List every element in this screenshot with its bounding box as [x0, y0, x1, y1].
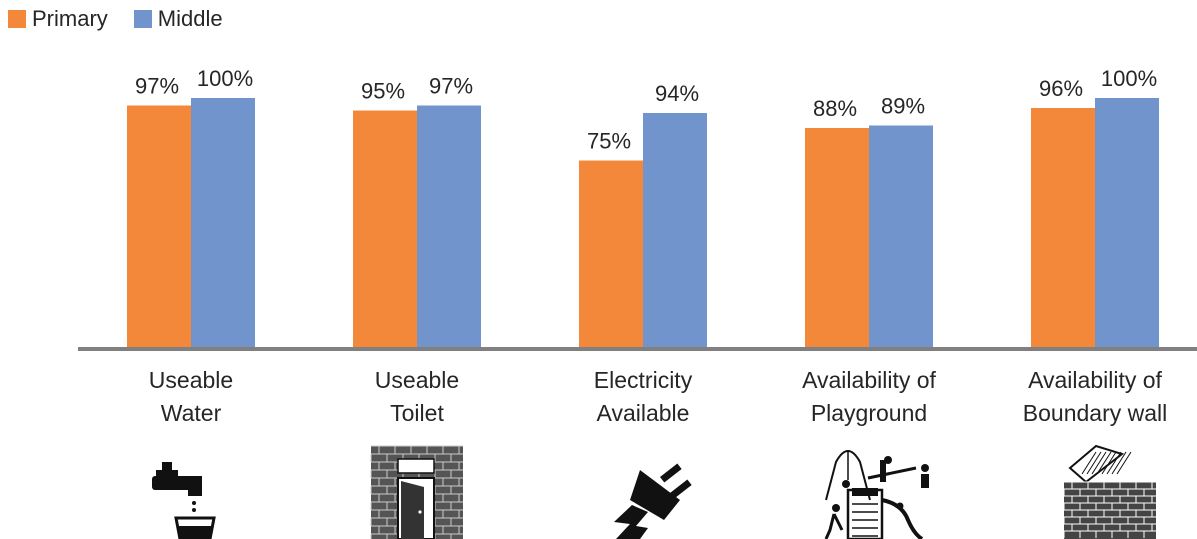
bar-middle-2[interactable]	[643, 113, 707, 348]
data-label-primary-3: 88%	[813, 96, 857, 121]
bar-middle-4[interactable]	[1095, 98, 1159, 348]
data-label-middle-0: 100%	[197, 66, 253, 91]
electric-plug-icon	[614, 463, 692, 539]
bar-middle-1[interactable]	[417, 105, 481, 349]
category-label-0-line-0: Useable	[149, 367, 233, 393]
legend-item-middle[interactable]: Middle	[133, 6, 223, 32]
data-label-primary-4: 96%	[1039, 76, 1083, 101]
category-label-1-line-0: Useable	[375, 367, 459, 393]
bar-primary-2[interactable]	[579, 160, 643, 349]
data-label-middle-3: 89%	[881, 94, 925, 119]
data-label-middle-4: 100%	[1101, 66, 1157, 91]
category-label-4-line-0: Availability of	[1028, 367, 1162, 393]
data-label-middle-1: 97%	[429, 74, 473, 99]
legend-swatch-middle	[133, 10, 152, 28]
legend: Primary Middle	[8, 6, 249, 32]
bar-primary-3[interactable]	[805, 128, 869, 348]
bar-middle-0[interactable]	[191, 98, 255, 348]
boundary-wall-icon	[1063, 444, 1156, 539]
legend-swatch-primary	[8, 10, 26, 28]
legend-label-middle: Middle	[157, 6, 223, 31]
data-label-primary-0: 97%	[135, 74, 179, 99]
category-label-3-line-0: Availability of	[802, 367, 936, 393]
category-label-1-line-1: Toilet	[390, 400, 444, 426]
playground-icon	[824, 450, 929, 539]
data-label-primary-2: 75%	[587, 129, 631, 154]
category-label-2-line-1: Available	[597, 400, 690, 426]
data-label-middle-2: 94%	[655, 81, 699, 106]
legend-label-primary: Primary	[32, 6, 108, 31]
bar-primary-0[interactable]	[127, 105, 191, 349]
bar-primary-1[interactable]	[353, 110, 417, 349]
category-label-0-line-1: Water	[161, 400, 222, 426]
water-tap-icon	[152, 462, 216, 539]
category-label-3-line-1: Playground	[811, 400, 927, 426]
category-label-2-line-0: Electricity	[594, 367, 693, 393]
data-label-primary-1: 95%	[361, 79, 405, 104]
bar-middle-3[interactable]	[869, 125, 933, 349]
toilet-icon	[370, 445, 463, 539]
legend-item-primary[interactable]: Primary	[8, 6, 108, 32]
category-label-4-line-1: Boundary wall	[1023, 400, 1167, 426]
bar-primary-4[interactable]	[1031, 108, 1095, 348]
